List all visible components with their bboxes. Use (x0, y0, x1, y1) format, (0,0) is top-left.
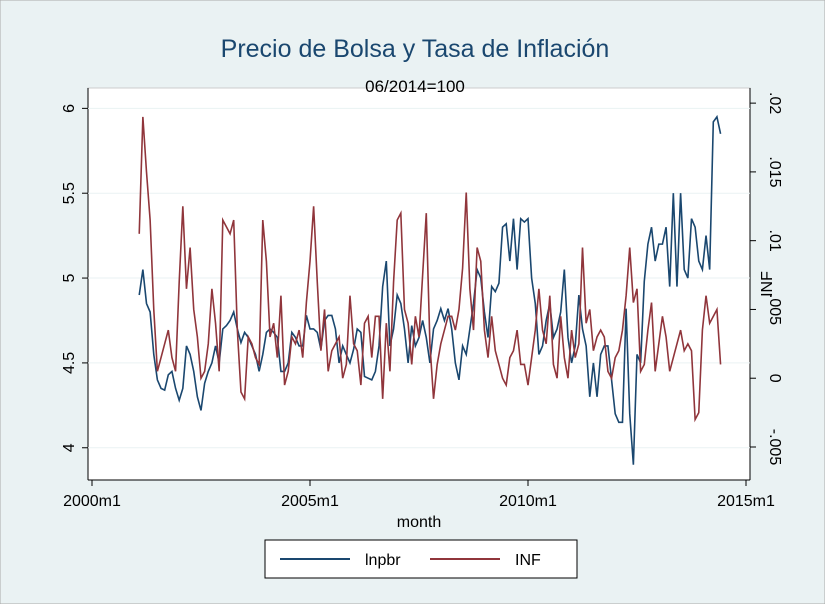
y2-tick-label: .01 (766, 230, 783, 252)
x-tick-label: 2005m1 (281, 493, 339, 510)
y2-tick-label: .015 (766, 156, 783, 187)
y2-tick-label: -.005 (766, 429, 783, 466)
y-tick-label: 4 (61, 443, 78, 452)
chart-title: Precio de Bolsa y Tasa de Inflación (221, 35, 610, 63)
y-tick-label: 6 (61, 104, 78, 113)
x-tick-label: 2010m1 (499, 493, 557, 510)
series-line (138, 114, 722, 465)
plot-area (87, 87, 751, 481)
y2-tick-label: .005 (766, 294, 783, 325)
legend-label: lnpbr (365, 552, 401, 569)
series-line (138, 116, 722, 423)
y2-axis-title: INF (759, 271, 776, 297)
x-tick-label: 2000m1 (63, 493, 121, 510)
y-tick-label: 5.5 (61, 182, 78, 204)
y2-tick-label: 0 (766, 374, 783, 383)
x-axis-title: month (397, 514, 441, 531)
y-tick-label: 5 (61, 274, 78, 283)
chart-subtitle: 06/2014=100 (365, 77, 465, 96)
x-tick-label: 2015m1 (717, 493, 775, 510)
legend-label: INF (515, 552, 541, 569)
y2-tick-label: .02 (766, 92, 783, 114)
y-tick-label: 4.5 (61, 352, 78, 374)
